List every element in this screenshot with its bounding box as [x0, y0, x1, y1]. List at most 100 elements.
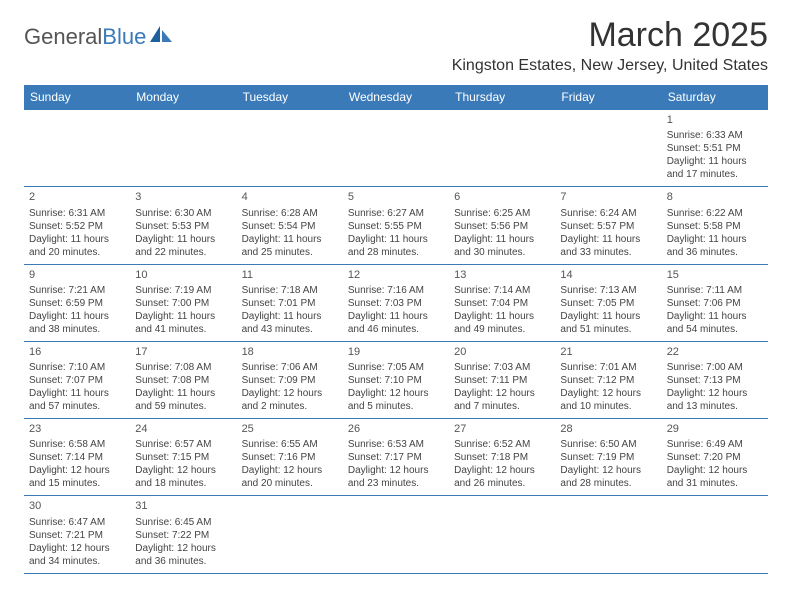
day-number: 9 [29, 268, 125, 282]
calendar-cell: 5Sunrise: 6:27 AMSunset: 5:55 PMDaylight… [343, 187, 449, 264]
daylight-text: Daylight: 12 hours and 31 minutes. [667, 464, 763, 490]
calendar-week: 23 Sunrise: 6:58 AMSunset: 7:14 PM Dayligh… [24, 419, 768, 496]
day-number: 20 [454, 345, 550, 359]
sunset-text: Sunset: 7:22 PM [135, 529, 231, 542]
daylight-text: Daylight: 11 hours and 30 minutes. [454, 233, 550, 259]
sunset-text: Sunset: 7:06 PM [667, 297, 763, 310]
calendar-week: 30 Sunrise: 6:47 AMSunset: 7:21 PM Dayligh… [24, 496, 768, 573]
calendar-cell: 30Sunrise: 6:47 AMSunset: 7:21 PMDayligh… [24, 496, 130, 573]
sunrise-text: Sunrise: 7:11 AM [667, 284, 763, 297]
day-number: 2 [29, 190, 125, 204]
calendar-cell: 9Sunrise: 7:21 AMSunset: 6:59 PMDaylight… [24, 264, 130, 341]
calendar-cell: 18Sunrise: 7:06 AMSunset: 7:09 PMDayligh… [237, 341, 343, 418]
sunrise-text: Sunrise: 6:45 AM [135, 516, 231, 529]
calendar-cell: 7Sunrise: 6:24 AMSunset: 5:57 PMDaylight… [555, 187, 661, 264]
calendar-head: SundayMondayTuesdayWednesdayThursdayFrid… [24, 85, 768, 110]
sunrise-text: Sunrise: 6:33 AM [667, 129, 763, 142]
day-header: Thursday [449, 85, 555, 110]
day-number: 19 [348, 345, 444, 359]
sunset-text: Sunset: 7:09 PM [242, 374, 338, 387]
sunset-text: Sunset: 7:01 PM [242, 297, 338, 310]
day-number: 7 [560, 190, 656, 204]
calendar-week: 2Sunrise: 6:31 AMSunset: 5:52 PMDaylight… [24, 187, 768, 264]
day-number: 13 [454, 268, 550, 282]
calendar-cell [130, 110, 236, 187]
daylight-text: Daylight: 11 hours and 17 minutes. [667, 155, 763, 181]
calendar-cell [343, 110, 449, 187]
sunrise-text: Sunrise: 6:47 AM [29, 516, 125, 529]
daylight-text: Daylight: 11 hours and 59 minutes. [135, 387, 231, 413]
day-number: 14 [560, 268, 656, 282]
calendar-week: 9Sunrise: 7:21 AMSunset: 6:59 PMDaylight… [24, 264, 768, 341]
sunrise-text: Sunrise: 6:50 AM [560, 438, 656, 451]
day-number: 29 [667, 422, 763, 436]
sunrise-text: Sunrise: 7:01 AM [560, 361, 656, 374]
sunset-text: Sunset: 7:04 PM [454, 297, 550, 310]
sunrise-text: Sunrise: 7:03 AM [454, 361, 550, 374]
sunset-text: Sunset: 7:20 PM [667, 451, 763, 464]
calendar-cell [449, 110, 555, 187]
sunrise-text: Sunrise: 6:57 AM [135, 438, 231, 451]
sunrise-text: Sunrise: 7:08 AM [135, 361, 231, 374]
month-title: March 2025 [452, 16, 768, 55]
day-header: Friday [555, 85, 661, 110]
daylight-text: Daylight: 11 hours and 57 minutes. [29, 387, 125, 413]
day-header: Wednesday [343, 85, 449, 110]
daylight-text: Daylight: 11 hours and 38 minutes. [29, 310, 125, 336]
sunset-text: Sunset: 7:21 PM [29, 529, 125, 542]
daylight-text: Daylight: 12 hours and 13 minutes. [667, 387, 763, 413]
calendar-cell: 10Sunrise: 7:19 AMSunset: 7:00 PMDayligh… [130, 264, 236, 341]
day-number: 4 [242, 190, 338, 204]
daylight-text: Daylight: 12 hours and 26 minutes. [454, 464, 550, 490]
daylight-text: Daylight: 12 hours and 20 minutes. [242, 464, 338, 490]
sunrise-text: Sunrise: 6:58 AM [29, 438, 125, 451]
day-header: Monday [130, 85, 236, 110]
location-text: Kingston Estates, New Jersey, United Sta… [452, 57, 768, 75]
daylight-text: Daylight: 11 hours and 51 minutes. [560, 310, 656, 336]
sunrise-text: Sunrise: 7:13 AM [560, 284, 656, 297]
logo-text-general: General [24, 24, 102, 50]
brand-logo: GeneralBlue [24, 24, 174, 50]
calendar-cell [555, 496, 661, 573]
calendar-body: 1Sunrise: 6:33 AMSunset: 5:51 PMDaylight… [24, 110, 768, 574]
day-number: 31 [135, 499, 231, 513]
sunrise-text: Sunrise: 7:05 AM [348, 361, 444, 374]
day-number: 23 [29, 422, 125, 436]
calendar-cell: 2Sunrise: 6:31 AMSunset: 5:52 PMDaylight… [24, 187, 130, 264]
calendar-cell: 24Sunrise: 6:57 AMSunset: 7:15 PMDayligh… [130, 419, 236, 496]
sunset-text: Sunset: 5:57 PM [560, 220, 656, 233]
daylight-text: Daylight: 11 hours and 49 minutes. [454, 310, 550, 336]
day-number: 12 [348, 268, 444, 282]
sunset-text: Sunset: 5:51 PM [667, 142, 763, 155]
sunset-text: Sunset: 7:17 PM [348, 451, 444, 464]
logo-sail-icon [148, 24, 174, 50]
day-header: Saturday [662, 85, 768, 110]
daylight-text: Daylight: 11 hours and 36 minutes. [667, 233, 763, 259]
sunset-text: Sunset: 5:53 PM [135, 220, 231, 233]
sunrise-text: Sunrise: 7:19 AM [135, 284, 231, 297]
daylight-text: Daylight: 12 hours and 7 minutes. [454, 387, 550, 413]
sunset-text: Sunset: 7:19 PM [560, 451, 656, 464]
calendar-cell: 6Sunrise: 6:25 AMSunset: 5:56 PMDaylight… [449, 187, 555, 264]
daylight-text: Daylight: 12 hours and 10 minutes. [560, 387, 656, 413]
sunset-text: Sunset: 5:52 PM [29, 220, 125, 233]
daylight-text: Daylight: 11 hours and 33 minutes. [560, 233, 656, 259]
sunset-text: Sunset: 7:14 PM [29, 451, 125, 464]
sunset-text: Sunset: 6:59 PM [29, 297, 125, 310]
sunset-text: Sunset: 5:54 PM [242, 220, 338, 233]
daylight-text: Daylight: 12 hours and 5 minutes. [348, 387, 444, 413]
sunrise-text: Sunrise: 7:00 AM [667, 361, 763, 374]
page-header: GeneralBlue March 2025 Kingston Estates,… [24, 16, 768, 81]
day-number: 3 [135, 190, 231, 204]
sunrise-text: Sunrise: 6:25 AM [454, 207, 550, 220]
day-header: Sunday [24, 85, 130, 110]
sunrise-text: Sunrise: 6:22 AM [667, 207, 763, 220]
daylight-text: Daylight: 11 hours and 28 minutes. [348, 233, 444, 259]
sunset-text: Sunset: 7:16 PM [242, 451, 338, 464]
calendar-cell [237, 110, 343, 187]
day-number: 30 [29, 499, 125, 513]
daylight-text: Daylight: 11 hours and 41 minutes. [135, 310, 231, 336]
daylight-text: Daylight: 12 hours and 36 minutes. [135, 542, 231, 568]
day-number: 22 [667, 345, 763, 359]
calendar-cell: 3Sunrise: 6:30 AMSunset: 5:53 PMDaylight… [130, 187, 236, 264]
